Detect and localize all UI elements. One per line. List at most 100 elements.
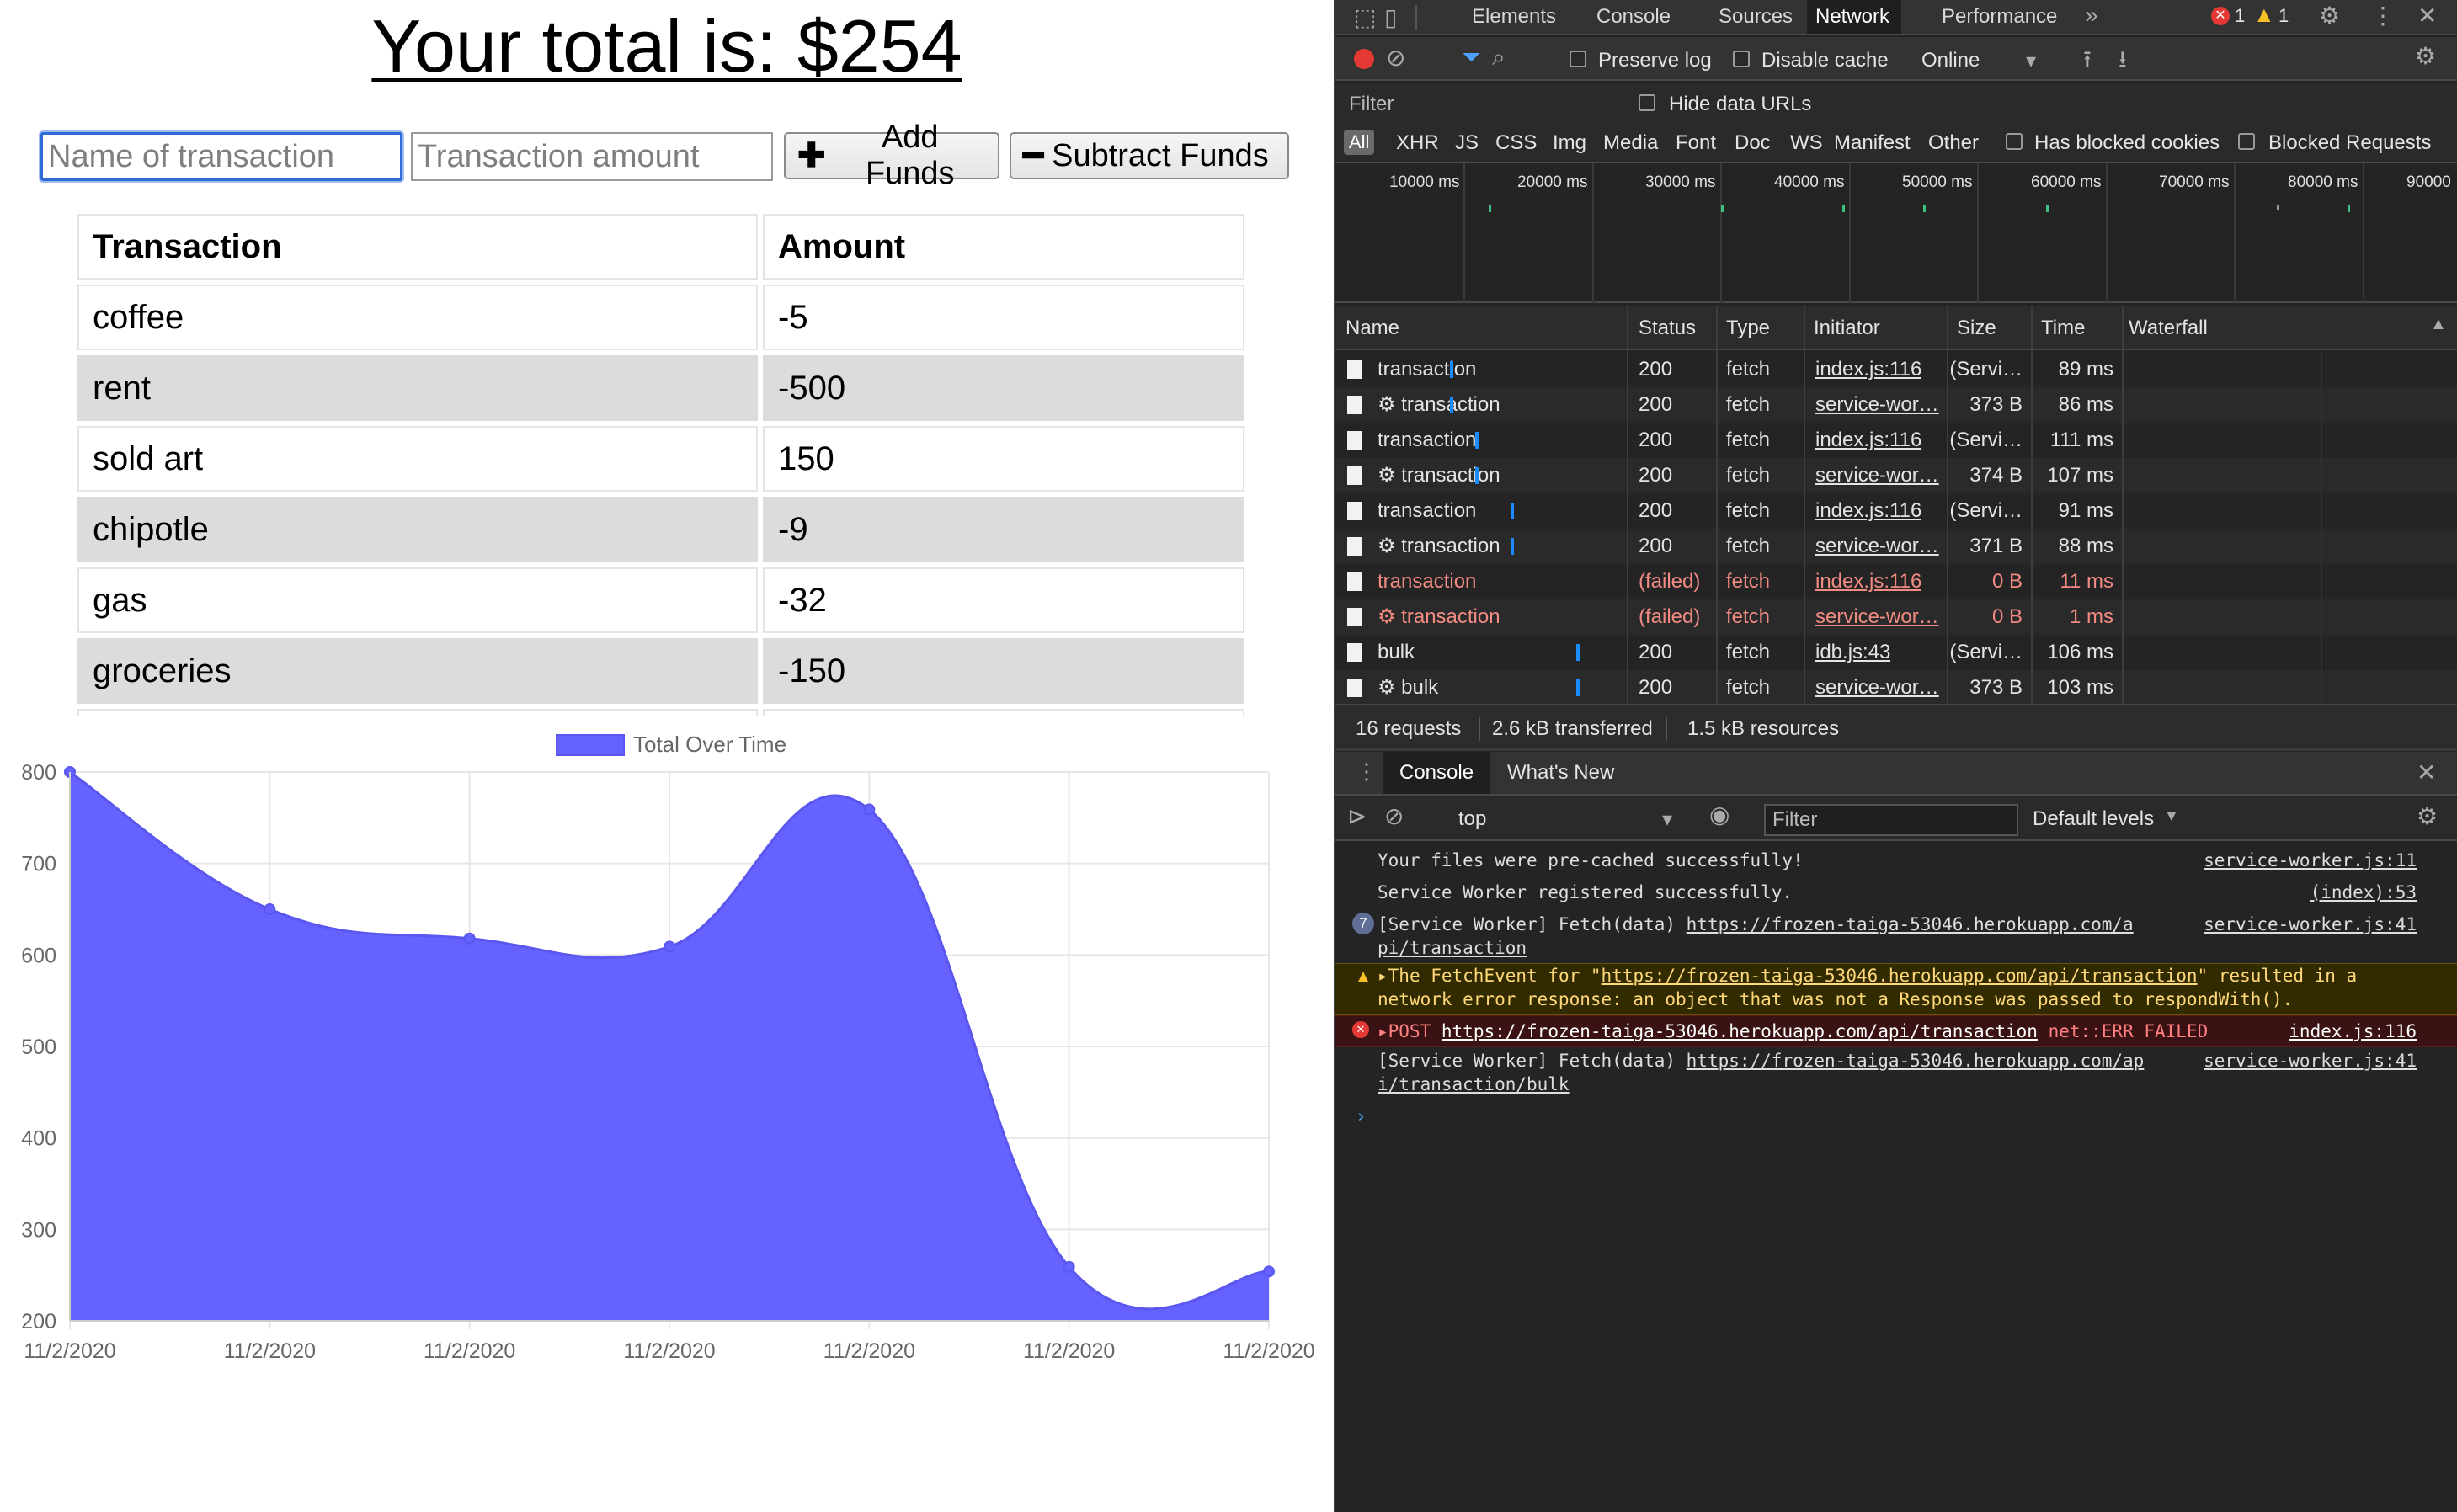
request-row[interactable]: ⚙ transaction (failed) fetch service-wor… 0 … — [1335, 599, 2457, 635]
add-funds-button[interactable]: ✚ Add Funds — [784, 120, 999, 191]
message-source-link[interactable]: (index):53 — [2310, 882, 2417, 902]
filter-xhr[interactable]: XHR — [1396, 131, 1439, 154]
warning-count[interactable]: 1 — [2278, 5, 2289, 26]
chevron-down-icon[interactable]: ▾ — [1662, 808, 1673, 831]
col-status[interactable]: Status — [1639, 317, 1697, 339]
request-initiator[interactable]: service-wor… — [1815, 535, 1939, 557]
request-row[interactable]: ⚙ transaction 200 fetch service-wor… 374 B 10… — [1335, 458, 2457, 493]
log-levels-select[interactable]: Default levels — [2033, 807, 2155, 830]
error-icon[interactable]: ✕ — [2211, 7, 2230, 25]
transaction-amount-input[interactable] — [411, 132, 773, 181]
request-initiator[interactable]: index.js:116 — [1815, 570, 1922, 593]
request-initiator[interactable]: service-wor… — [1815, 393, 1939, 416]
sidebar-toggle-icon[interactable]: ⊳ — [1347, 803, 1367, 829]
filter-doc[interactable]: Doc — [1735, 131, 1771, 154]
import-har-icon[interactable]: ⭱ — [2083, 46, 2092, 72]
tab-console[interactable]: Console — [1596, 5, 1671, 28]
device-toolbar-icon[interactable]: ▯ — [1384, 4, 1398, 30]
sort-ascending-icon[interactable]: ▲ — [2430, 315, 2447, 333]
preserve-log-checkbox[interactable] — [1570, 51, 1586, 67]
expand-triangle-icon[interactable]: ▸ — [1378, 966, 1388, 986]
message-url-link[interactable]: https://frozen-taiga-53046.herokuapp.com… — [1601, 966, 2198, 986]
drawer-tab-whats-new[interactable]: What's New — [1507, 761, 1615, 784]
filter-ws[interactable]: WS — [1790, 131, 1823, 154]
col-time[interactable]: Time — [2041, 317, 2086, 339]
kebab-menu-icon[interactable]: ⋮ — [2371, 3, 2395, 29]
legend-label[interactable]: Total Over Time — [633, 732, 787, 757]
col-initiator[interactable]: Initiator — [1814, 317, 1880, 339]
filter-funnel-icon[interactable]: ⏷ — [1462, 44, 1481, 70]
context-select[interactable]: top — [1458, 807, 1487, 830]
tab-performance[interactable]: Performance — [1942, 5, 2058, 28]
console-prompt[interactable]: › — [1356, 1106, 1367, 1126]
drawer-menu-icon[interactable]: ⋮ — [1356, 759, 1378, 784]
disable-cache-checkbox[interactable] — [1733, 51, 1750, 67]
filter-input[interactable]: Filter — [1349, 93, 1394, 115]
message-url-link[interactable]: pi/transaction — [1378, 938, 1527, 958]
filter-img[interactable]: Img — [1553, 131, 1587, 154]
message-source-link[interactable]: index.js:116 — [2289, 1021, 2417, 1041]
request-row[interactable]: transaction 200 fetch index.js:116 (Servi… 11… — [1335, 423, 2457, 458]
clear-icon[interactable]: ⊘ — [1386, 45, 1406, 71]
request-row[interactable]: bulk 200 fetch idb.js:43 (Servi… 106 ms — [1335, 635, 2457, 670]
clear-console-icon[interactable]: ⊘ — [1384, 803, 1404, 829]
close-drawer-icon[interactable]: ✕ — [2417, 759, 2437, 785]
legend-swatch[interactable] — [556, 734, 625, 756]
message-url-link[interactable]: https://frozen-taiga-53046.herokuapp.com… — [1441, 1021, 2038, 1041]
more-tabs-icon[interactable]: » — [2085, 2, 2098, 28]
request-row[interactable]: ⚙ bulk 200 fetch service-wor… 373 B 103 ms — [1335, 670, 2457, 705]
filter-manifest[interactable]: Manifest — [1834, 131, 1911, 154]
request-initiator[interactable]: service-wor… — [1815, 676, 1939, 699]
request-row[interactable]: transaction 200 fetch index.js:116 (Servi… 89… — [1335, 352, 2457, 387]
live-expression-eye-icon[interactable]: ◉ — [1709, 801, 1730, 828]
filter-font[interactable]: Font — [1676, 131, 1717, 154]
chevron-down-icon[interactable]: ▾ — [2026, 50, 2037, 72]
record-icon[interactable] — [1354, 49, 1374, 69]
filter-js[interactable]: JS — [1455, 131, 1479, 154]
hide-data-urls-checkbox[interactable] — [1639, 94, 1655, 111]
subtract-funds-button[interactable]: ━ Subtract Funds — [1010, 132, 1289, 179]
network-settings-icon[interactable]: ⚙ — [2415, 43, 2437, 69]
tab-sources[interactable]: Sources — [1719, 5, 1793, 28]
console-filter-input[interactable]: Filter — [1764, 804, 2018, 836]
message-url-link[interactable]: i/transaction/bulk — [1378, 1074, 1570, 1094]
request-initiator[interactable]: service-wor… — [1815, 605, 1939, 628]
console-settings-icon[interactable]: ⚙ — [2417, 803, 2438, 829]
request-initiator[interactable]: index.js:116 — [1815, 499, 1922, 522]
expand-triangle-icon[interactable]: ▸ — [1378, 1021, 1388, 1041]
message-source-link[interactable]: service-worker.js:11 — [2204, 850, 2417, 870]
request-initiator[interactable]: idb.js:43 — [1815, 641, 1891, 663]
close-devtools-icon[interactable]: ✕ — [2417, 3, 2438, 29]
throttling-select[interactable]: Online — [1921, 49, 1980, 72]
request-initiator[interactable]: index.js:116 — [1815, 358, 1922, 381]
export-har-icon[interactable]: ⭳ — [2119, 46, 2127, 72]
has-blocked-cookies-checkbox[interactable] — [2006, 133, 2023, 150]
request-row[interactable]: transaction 200 fetch index.js:116 (Servi… 91… — [1335, 493, 2457, 529]
col-type[interactable]: Type — [1726, 317, 1771, 339]
warning-icon[interactable]: ▲ — [2253, 2, 2275, 27]
request-row[interactable]: ⚙ transaction 200 fetch service-wor… 371 B 88… — [1335, 529, 2457, 564]
tab-elements[interactable]: Elements — [1472, 5, 1557, 28]
network-overview-timeline[interactable]: 10000 ms 20000 ms 30000 ms 40000 ms 5000… — [1335, 163, 2457, 303]
message-url-link[interactable]: https://frozen-taiga-53046.herokuapp.com… — [1686, 914, 2134, 934]
message-url-link[interactable]: https://frozen-taiga-53046.herokuapp.com… — [1686, 1051, 2145, 1071]
request-row[interactable]: transaction (failed) fetch index.js:116 0 B 1… — [1335, 564, 2457, 599]
col-size[interactable]: Size — [1957, 317, 1996, 339]
inspect-element-icon[interactable]: ⬚ — [1354, 4, 1377, 30]
message-source-link[interactable]: service-worker.js:41 — [2204, 1051, 2417, 1071]
tab-network[interactable]: Network — [1807, 0, 1901, 34]
search-icon[interactable]: ⌕ — [1492, 44, 1506, 70]
col-waterfall[interactable]: Waterfall — [2129, 317, 2208, 339]
request-initiator[interactable]: service-wor… — [1815, 464, 1939, 487]
col-name[interactable]: Name — [1346, 317, 1400, 339]
settings-gear-icon[interactable]: ⚙ — [2319, 3, 2341, 29]
transaction-name-input[interactable] — [40, 132, 402, 181]
filter-all[interactable]: All — [1344, 130, 1375, 155]
error-count[interactable]: 1 — [2235, 5, 2246, 26]
blocked-requests-checkbox[interactable] — [2238, 133, 2255, 150]
filter-media[interactable]: Media — [1603, 131, 1659, 154]
filter-css[interactable]: CSS — [1495, 131, 1538, 154]
message-source-link[interactable]: service-worker.js:41 — [2204, 914, 2417, 934]
filter-other[interactable]: Other — [1928, 131, 1980, 154]
request-initiator[interactable]: index.js:116 — [1815, 429, 1922, 451]
